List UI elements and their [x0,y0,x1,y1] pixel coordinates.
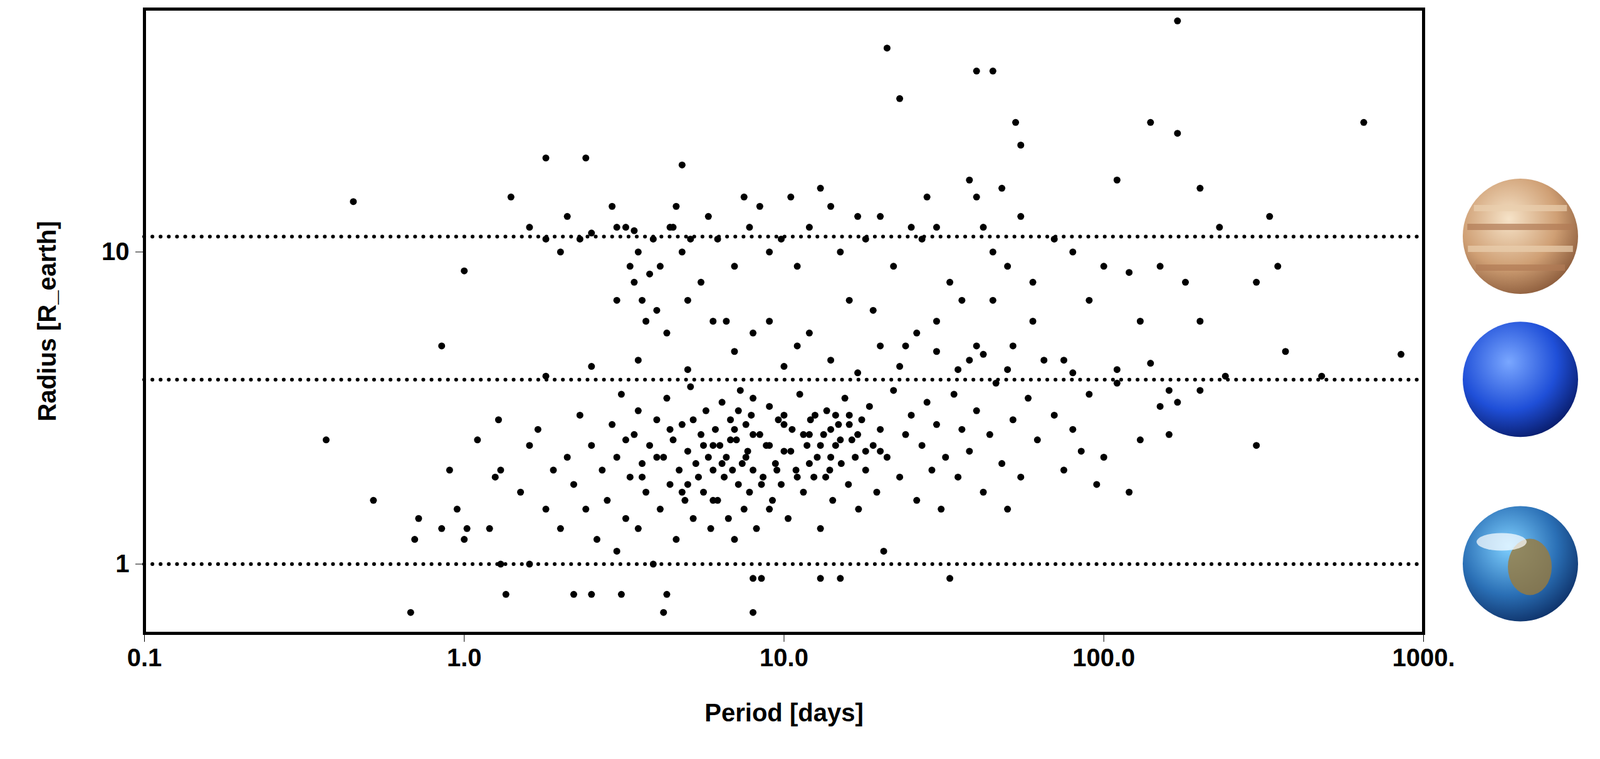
svg-text:1.0: 1.0 [446,643,482,672]
svg-text:10.0: 10.0 [759,643,809,672]
svg-text:Radius [R_earth]: Radius [R_earth] [33,220,61,422]
svg-text:100.0: 100.0 [1072,643,1135,672]
svg-text:1: 1 [115,549,130,578]
svg-text:0.1: 0.1 [127,643,163,672]
svg-text:Period [days]: Period [days] [704,698,863,727]
svg-text:1000.: 1000. [1391,643,1455,672]
svg-text:10: 10 [101,237,130,266]
